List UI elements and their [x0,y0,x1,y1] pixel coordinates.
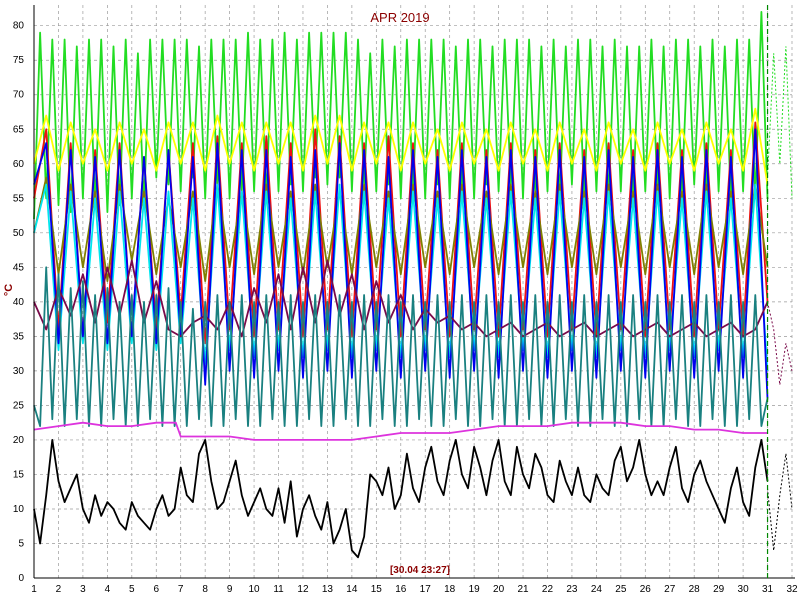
y-tick-label: 70 [13,90,25,101]
x-tick-label: 27 [664,584,676,595]
x-tick-label: 32 [786,584,798,595]
y-tick-label: 15 [13,469,25,480]
x-tick-label: 10 [249,584,261,595]
series-line [33,128,769,399]
chart-title: APR 2019 [370,10,429,25]
x-tick-label: 1 [31,584,37,595]
x-tick-label: 8 [202,584,208,595]
x-tick-label: 29 [713,584,725,595]
y-tick-label: 40 [13,297,25,308]
y-tick-label: 10 [13,504,25,515]
x-tick-label: 5 [129,584,135,595]
x-tick-label: 13 [322,584,334,595]
x-tick-label: 12 [297,584,309,595]
y-tick-label: 25 [13,400,25,411]
series-line [33,176,769,283]
series-line [33,438,769,559]
x-tick-label: 25 [615,584,627,595]
x-tick-label: 20 [493,584,505,595]
series-line [33,183,769,371]
y-tick-label: 50 [13,228,25,239]
x-tick-label: 22 [542,584,554,595]
y-tick-label: 0 [18,573,24,584]
series-line [33,107,769,185]
x-tick-label: 6 [153,584,159,595]
x-tick-label: 9 [227,584,233,595]
x-tick-label: 21 [517,584,529,595]
x-tick-label: 23 [566,584,578,595]
y-tick-label: 80 [13,21,25,32]
x-tick-label: 26 [640,584,652,595]
y-tick-label: 20 [13,435,25,446]
y-tick-label: 30 [13,366,25,377]
x-tick-label: 28 [689,584,701,595]
x-tick-label: 15 [371,584,383,595]
x-tick-label: 14 [346,584,358,595]
series-layer [33,10,793,559]
series-line [33,266,769,428]
x-tick-label: 19 [469,584,481,595]
y-tick-label: 60 [13,159,25,170]
x-tick-label: 30 [738,584,750,595]
y-tick-label: 35 [13,331,25,342]
series-line [33,421,768,441]
y-tick-label: 65 [13,124,25,135]
y-tick-label: 75 [13,55,25,66]
x-tick-label: 24 [591,584,603,595]
y-tick-label: 5 [18,538,24,549]
series-line [33,10,769,220]
x-tick-label: 17 [420,584,432,595]
projected-series-line [767,453,793,551]
y-axis-label: °C [3,284,15,296]
x-tick-label: 16 [395,584,407,595]
x-tick-label: 7 [178,584,184,595]
axes [33,5,795,579]
series-line [33,259,769,338]
x-tick-label: 3 [80,584,86,595]
cursor-timestamp: [30.04 23:27] [390,565,450,576]
y-tick-label: 55 [13,193,25,204]
x-tick-label: 11 [273,584,284,595]
x-tick-label: 31 [762,584,774,595]
x-tick-label: 18 [444,584,456,595]
x-tick-label: 4 [105,584,111,595]
y-tick-label: 45 [13,262,25,273]
x-tick-label: 2 [56,584,62,595]
